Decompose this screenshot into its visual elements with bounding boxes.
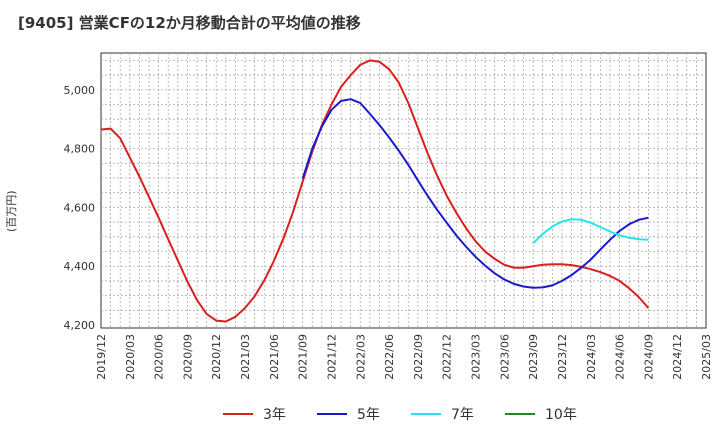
y-tick-label: 4,600 (64, 201, 96, 214)
series-line-1 (301, 98, 649, 289)
legend-swatch-10yr (505, 413, 535, 415)
legend-swatch-7yr (411, 413, 441, 415)
x-tick-label: 2019/12 (95, 334, 108, 380)
y-tick-label: 4,400 (64, 260, 96, 273)
x-tick-label: 2020/12 (210, 334, 223, 380)
x-tick-label: 2022/09 (412, 334, 425, 380)
x-tick-label: 2020/06 (153, 334, 166, 380)
legend-label-10yr: 10年 (545, 407, 577, 423)
x-tick-label: 2024/09 (642, 334, 655, 380)
x-tick-label: 2024/12 (671, 334, 684, 380)
x-tick-label: 2023/12 (556, 334, 569, 380)
x-tick-label: 2023/09 (527, 334, 540, 380)
legend-item-10yr: 10年 (505, 402, 577, 426)
x-tick-label: 2022/03 (354, 334, 367, 380)
x-tick-label: 2022/12 (441, 334, 454, 380)
chart-title: [9405] 営業CFの12か月移動合計の平均値の推移 (18, 14, 361, 32)
x-tick-label: 2021/06 (268, 334, 281, 380)
series-line-2 (532, 218, 649, 245)
legend: 3年 5年 7年 10年 (0, 402, 720, 426)
x-tick-label: 2023/06 (498, 334, 511, 380)
legend-item-7yr: 7年 (411, 402, 474, 426)
x-tick-label: 2020/03 (124, 334, 137, 380)
y-tick-label: 4,800 (64, 143, 96, 156)
legend-swatch-5yr (317, 413, 347, 415)
x-tick-label: 2024/06 (614, 334, 627, 380)
x-tick-label: 2022/06 (383, 334, 396, 380)
y-tick-label: 4,200 (64, 319, 96, 332)
y-tick-labels: 4,200 4,400 4,600 4,800 5,000 (64, 84, 96, 332)
plot-area (100, 52, 707, 329)
x-tick-label: 2025/03 (700, 334, 713, 380)
x-tick-labels: 2019/12 2020/03 2020/06 2020/09 2020/12 2021/… (95, 334, 713, 380)
legend-swatch-3yr (223, 413, 253, 415)
x-tick-label: 2024/03 (585, 334, 598, 380)
x-tick-label: 2021/09 (297, 334, 310, 380)
y-tick-label: 5,000 (64, 84, 96, 97)
legend-label-3yr: 3年 (263, 407, 286, 423)
legend-item-5yr: 5年 (317, 402, 380, 426)
legend-label-7yr: 7年 (451, 407, 474, 423)
legend-label-5yr: 5年 (357, 407, 380, 423)
series-lines (100, 59, 650, 323)
series-line-0 (100, 59, 650, 323)
x-tick-label: 2021/12 (325, 334, 338, 380)
x-tick-label: 2020/09 (181, 334, 194, 380)
x-tick-label: 2023/03 (470, 334, 483, 380)
legend-item-3yr: 3年 (223, 402, 286, 426)
x-tick-label: 2021/03 (239, 334, 252, 380)
